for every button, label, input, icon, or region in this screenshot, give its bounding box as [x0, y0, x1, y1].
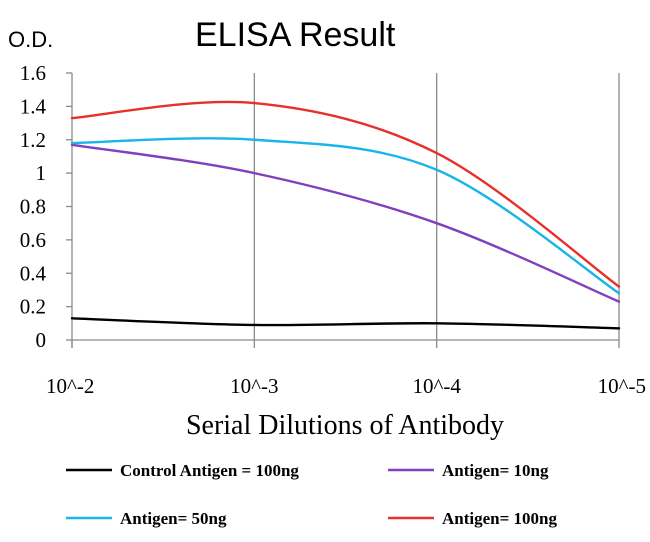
legend: Control Antigen = 100ng Antigen= 10ng Anti…	[66, 461, 558, 528]
x-axis-label: Serial Dilutions of Antibody	[186, 410, 504, 441]
legend-label-antigen-100ng: Antigen= 100ng	[442, 509, 558, 528]
series-line-antigen-50ng	[70, 137, 621, 295]
y-tick-label: 1.2	[20, 128, 46, 152]
series-line-control-100ng	[70, 317, 621, 330]
y-tick-label: 0.2	[20, 295, 46, 319]
y-tick-label: 1.6	[20, 61, 46, 85]
y-tick-label: 1	[36, 161, 47, 185]
legend-label-antigen-50ng: Antigen= 50ng	[120, 509, 227, 528]
chart-title: ELISA Result	[195, 16, 396, 54]
grid-layer	[253, 73, 620, 340]
x-tick-label: 10^-5	[598, 374, 646, 398]
y-axis-label: O.D.	[8, 27, 53, 52]
x-tick-label: 10^-4	[412, 374, 461, 398]
legend-label-antigen-10ng: Antigen= 10ng	[442, 461, 549, 480]
y-tick-label: 0	[36, 328, 47, 352]
x-tick-label: 10^-2	[46, 374, 94, 398]
series-line-antigen-100ng	[70, 100, 621, 288]
axis-layer: 0 0.2 0.4 0.6 0.8 1 1.2 1.4 1.6 10^-2 10^-3 10^-4 10…	[20, 61, 646, 398]
x-tick-label: 10^-3	[230, 374, 278, 398]
y-tick-label: 1.4	[20, 94, 47, 118]
y-tick-label: 0.8	[20, 195, 46, 219]
y-tick-label: 0.4	[20, 261, 47, 285]
series-line-antigen-10ng	[70, 143, 621, 303]
legend-label-control-100ng: Control Antigen = 100ng	[120, 461, 299, 480]
series-layer	[70, 100, 621, 330]
y-tick-label: 0.6	[20, 228, 46, 252]
